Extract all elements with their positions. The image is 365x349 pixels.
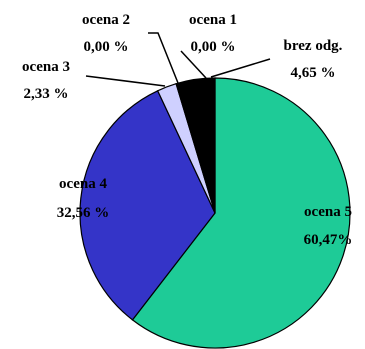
- leader-line-ocena-2: [148, 32, 179, 84]
- pie-slice-ocena-4: [79, 89, 216, 321]
- slice-percent-ocena-1: 0,00 %: [191, 39, 236, 55]
- slice-label-ocena-4: ocena 4: [59, 176, 107, 192]
- slice-labels: ocena 5 60,47% ocena 4 32,56 % ocena 3 2,33 %…: [22, 12, 352, 248]
- leader-lines: [85, 32, 271, 87]
- pie-slice-brez-odg: [175, 77, 216, 214]
- slice-percent-ocena-5: 60,47%: [304, 232, 353, 248]
- leader-line-ocena-1: [180, 50, 207, 79]
- leader-line-brez-odg: [210, 58, 271, 78]
- slice-percent-ocena-3: 2,33 %: [24, 86, 69, 102]
- slice-label-ocena-3: ocena 3: [22, 59, 70, 75]
- slice-percent-ocena-4: 32,56 %: [57, 205, 110, 221]
- slice-label-ocena-1: ocena 1: [189, 12, 237, 28]
- slice-percent-brez-odg: 4,65 %: [291, 65, 336, 81]
- slice-label-ocena-5: ocena 5: [304, 204, 352, 220]
- slice-label-brez-odg: brez odg.: [284, 38, 343, 54]
- slice-label-ocena-2: ocena 2: [82, 12, 130, 28]
- slice-percent-ocena-2: 0,00 %: [84, 39, 129, 55]
- leader-line-ocena-3: [85, 75, 166, 87]
- pie-slices: [79, 77, 351, 349]
- pie-slice-ocena-5: [131, 77, 351, 349]
